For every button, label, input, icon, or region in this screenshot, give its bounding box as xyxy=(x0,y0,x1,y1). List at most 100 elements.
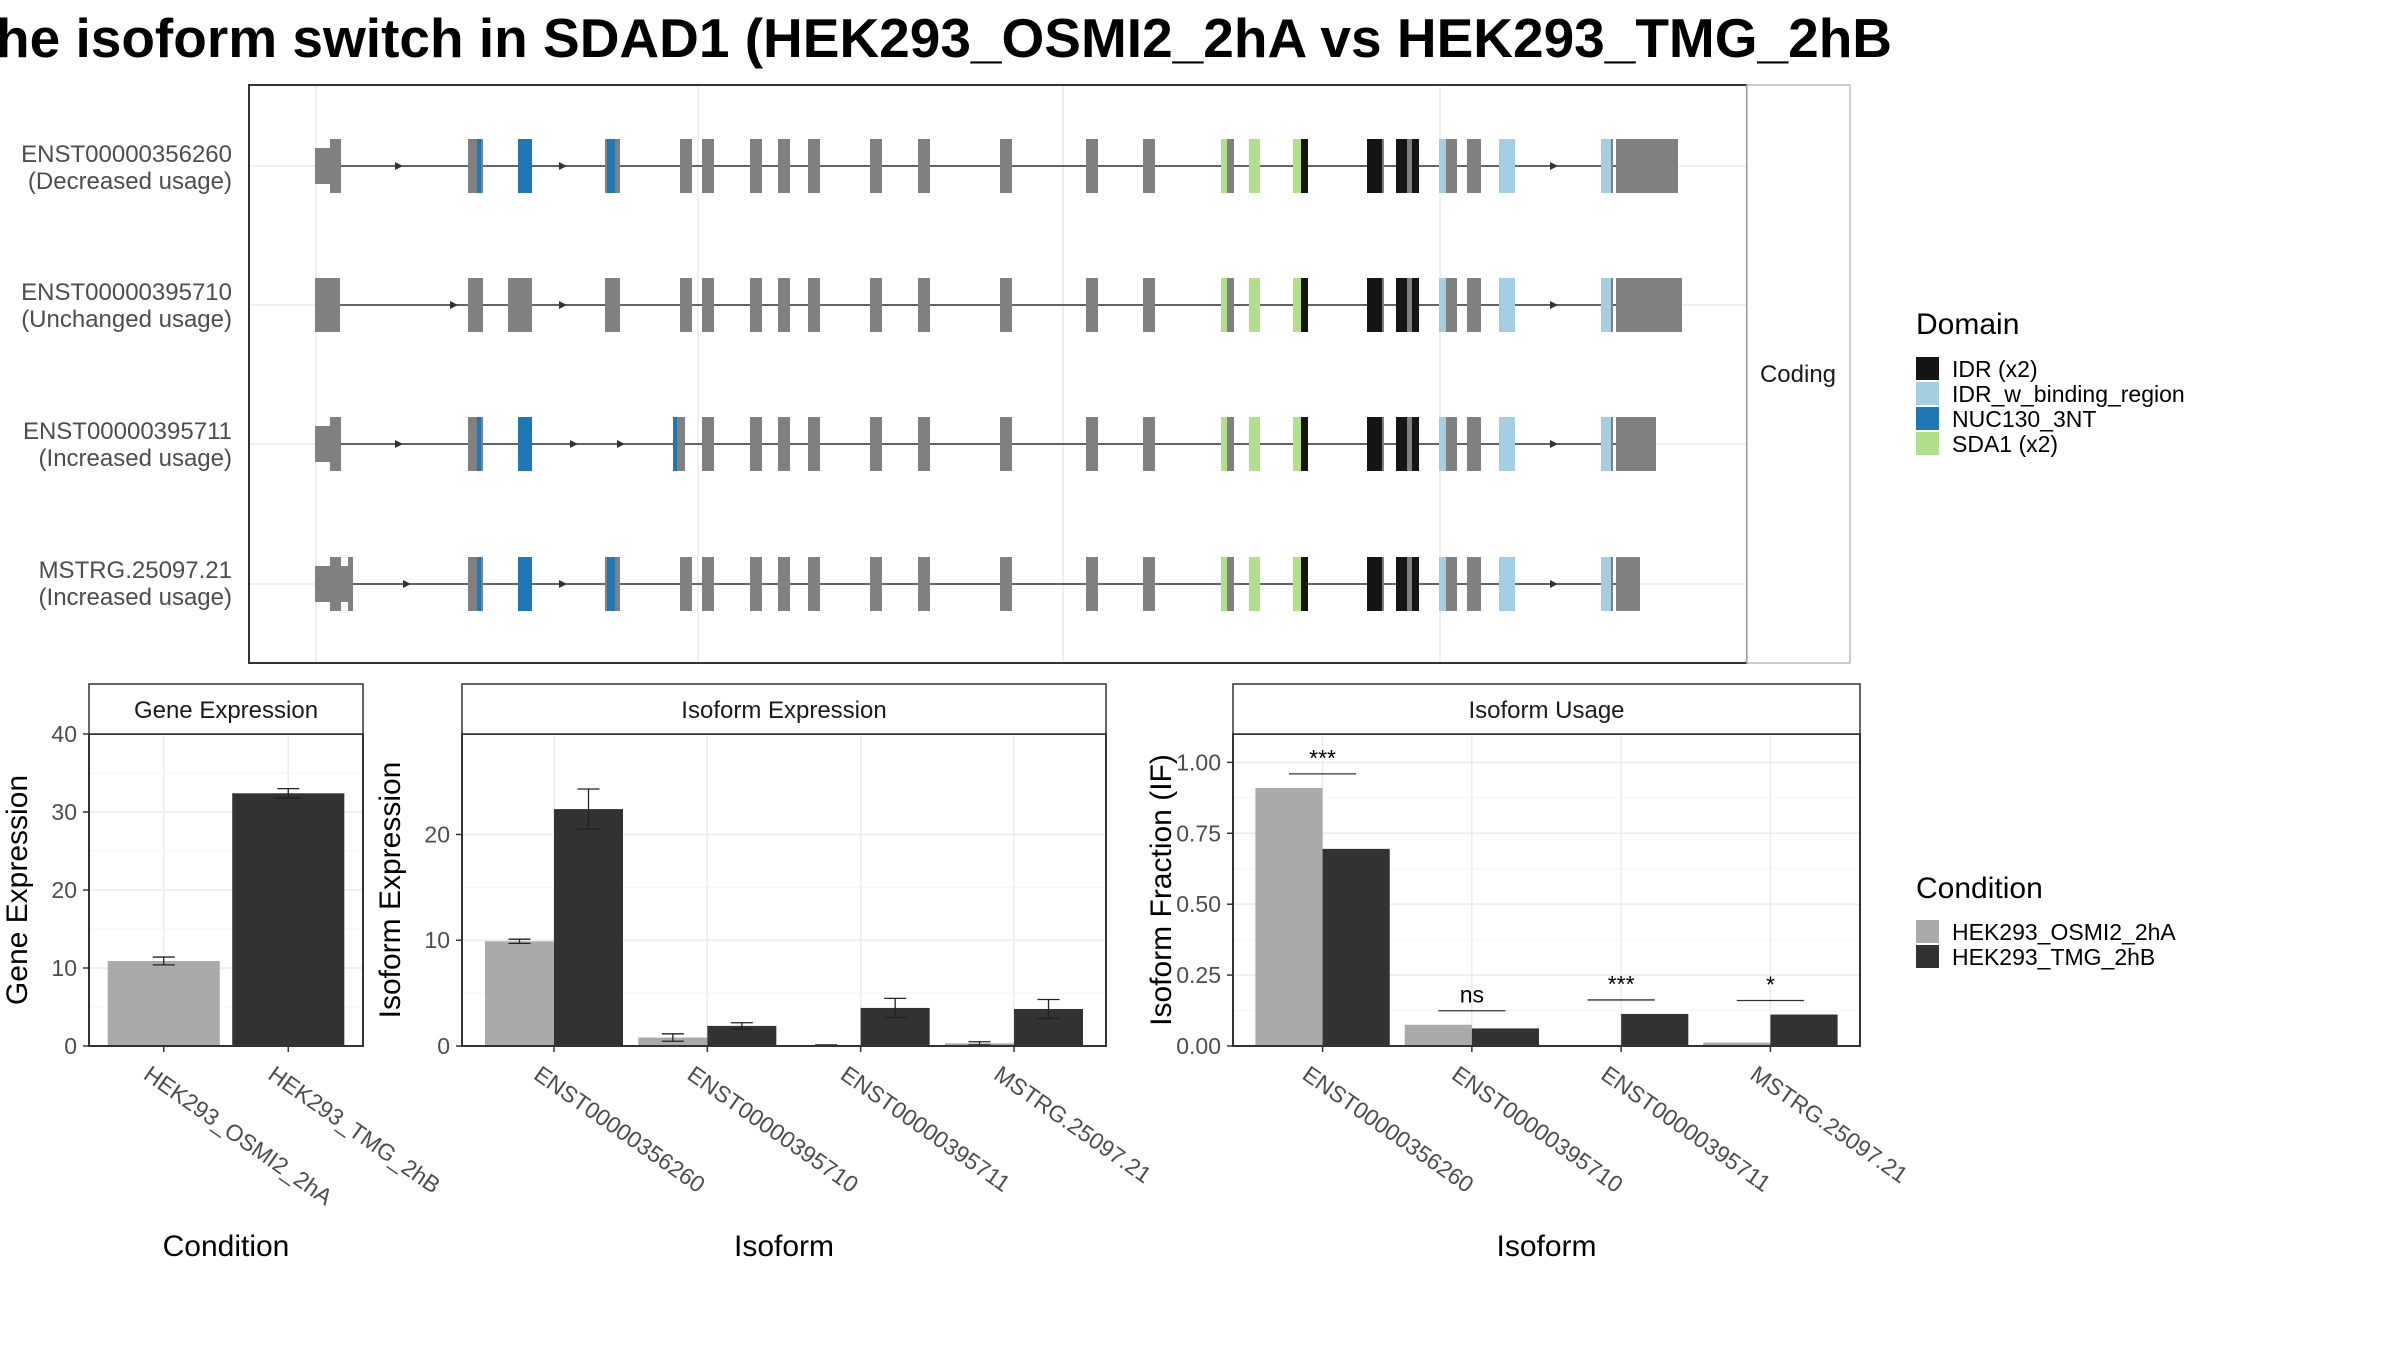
domain-idr-w-binding-region xyxy=(1601,278,1611,332)
panel-strip xyxy=(1232,683,1861,735)
domain-idr xyxy=(1367,278,1382,332)
domain-sda1 xyxy=(1249,139,1260,193)
exon-block xyxy=(702,557,714,611)
domain-idr xyxy=(1301,417,1308,471)
domain-idr xyxy=(1412,139,1419,193)
exon-block xyxy=(870,417,882,471)
exon-block xyxy=(702,139,714,193)
condition-legend-title: Condition xyxy=(1916,872,2043,905)
domain-idr xyxy=(1367,557,1382,611)
exon-block xyxy=(808,557,820,611)
y-tick-label: 0.25 xyxy=(1176,962,1221,988)
domain-sda1 xyxy=(1293,557,1303,611)
transcript-label-line2: (Unchanged usage) xyxy=(21,306,232,333)
legend-label-condition-b: HEK293_TMG_2hB xyxy=(1952,944,2155,970)
y-tick-label: 20 xyxy=(424,821,450,847)
x-axis-label: Isoform xyxy=(734,1230,834,1263)
domain-idr-w-binding-region xyxy=(1499,139,1515,193)
structure-strip xyxy=(1746,84,1851,664)
domain-sda1 xyxy=(1221,139,1227,193)
exon-block xyxy=(750,139,762,193)
direction-arrow xyxy=(1550,440,1558,448)
y-axis-label: Isoform Fraction (IF) xyxy=(1145,754,1178,1026)
significance-label: *** xyxy=(1608,971,1635,997)
direction-arrow xyxy=(395,440,403,448)
condition-legend: Condition HEK293_OSMI2_2hA HEK293_TMG_2h… xyxy=(1916,872,2176,970)
panel-strip xyxy=(88,683,364,735)
panel-title: Gene Expression xyxy=(134,697,318,724)
domain-nuc130-3nt xyxy=(477,417,481,471)
exon-block xyxy=(348,557,353,611)
transcript-model xyxy=(315,417,1656,471)
legend-key-nuc130-3nt xyxy=(1916,407,1939,430)
domain-idr-w-binding-region xyxy=(1439,278,1446,332)
domain-idr-w-binding-region xyxy=(1499,557,1515,611)
structure-panel-background xyxy=(249,85,1747,663)
domain-sda1 xyxy=(1249,417,1260,471)
exon-block xyxy=(330,139,341,193)
legend-key-sda1 xyxy=(1916,432,1939,455)
domain-nuc130-3nt xyxy=(518,417,532,471)
legend-label-condition-a: HEK293_OSMI2_2hA xyxy=(1952,919,2176,945)
domain-idr-w-binding-region xyxy=(1601,139,1611,193)
domain-idr xyxy=(1301,278,1308,332)
direction-arrow xyxy=(559,162,567,170)
direction-arrow xyxy=(1550,162,1558,170)
bar xyxy=(1471,1028,1540,1046)
exon-block xyxy=(1467,557,1481,611)
bar xyxy=(707,1025,777,1046)
transcript-model xyxy=(315,278,1682,332)
utr-block xyxy=(1616,278,1682,332)
domain-idr-w-binding-region xyxy=(1601,557,1611,611)
direction-arrow xyxy=(1550,580,1558,588)
bar xyxy=(107,960,220,1046)
transcript-model xyxy=(315,557,1640,611)
domain-nuc130-3nt xyxy=(477,139,481,193)
domain-sda1 xyxy=(1249,557,1260,611)
exon-block xyxy=(870,557,882,611)
domain-nuc130-3nt xyxy=(673,417,677,471)
y-tick-label: 1.00 xyxy=(1176,749,1221,775)
x-tick-label: MSTRG.25097.21 xyxy=(989,1061,1156,1189)
domain-nuc130-3nt xyxy=(607,139,615,193)
transcript-label: ENST00000356260 (Decreased usage) xyxy=(21,141,232,195)
exon-block xyxy=(680,139,692,193)
domain-nuc130-3nt xyxy=(518,139,532,193)
domain-legend-title: Domain xyxy=(1916,308,2019,341)
domain-idr xyxy=(1301,557,1308,611)
domain-nuc130-3nt xyxy=(477,557,481,611)
y-tick-label: 10 xyxy=(51,955,77,981)
exon-block xyxy=(918,557,930,611)
domain-idr-w-binding-region xyxy=(1499,278,1515,332)
domain-sda1 xyxy=(1249,278,1260,332)
y-tick-label: 20 xyxy=(51,877,77,903)
utr-block xyxy=(1616,417,1656,471)
utr-block xyxy=(1616,139,1678,193)
direction-arrow xyxy=(570,440,578,448)
domain-sda1 xyxy=(1293,417,1303,471)
bar xyxy=(1255,787,1323,1046)
panel-title: Isoform Expression xyxy=(681,697,886,724)
exon-block xyxy=(808,139,820,193)
domain-idr-w-binding-region xyxy=(1499,417,1515,471)
transcript-label-line1: MSTRG.25097.21 xyxy=(39,557,232,584)
exon-block xyxy=(750,417,762,471)
panel-title: Isoform Usage xyxy=(1468,697,1624,724)
domain-sda1 xyxy=(1221,417,1227,471)
y-tick-label: 0 xyxy=(437,1033,450,1059)
transcript-label-line1: ENST00000356260 xyxy=(21,141,232,168)
exon-block xyxy=(1443,557,1457,611)
y-tick-label: 0.75 xyxy=(1176,820,1221,846)
legend-key-condition-b xyxy=(1916,945,1939,968)
exon-block xyxy=(918,139,930,193)
exon-block xyxy=(1086,139,1098,193)
transcript-label: MSTRG.25097.21 (Increased usage) xyxy=(39,557,232,611)
legend-key-condition-a xyxy=(1916,920,1939,943)
direction-arrow xyxy=(450,301,458,309)
significance-label: *** xyxy=(1309,745,1336,771)
exon-block xyxy=(680,278,692,332)
domain-sda1 xyxy=(1293,139,1303,193)
exon-block xyxy=(1467,139,1481,193)
exon-block xyxy=(918,417,930,471)
